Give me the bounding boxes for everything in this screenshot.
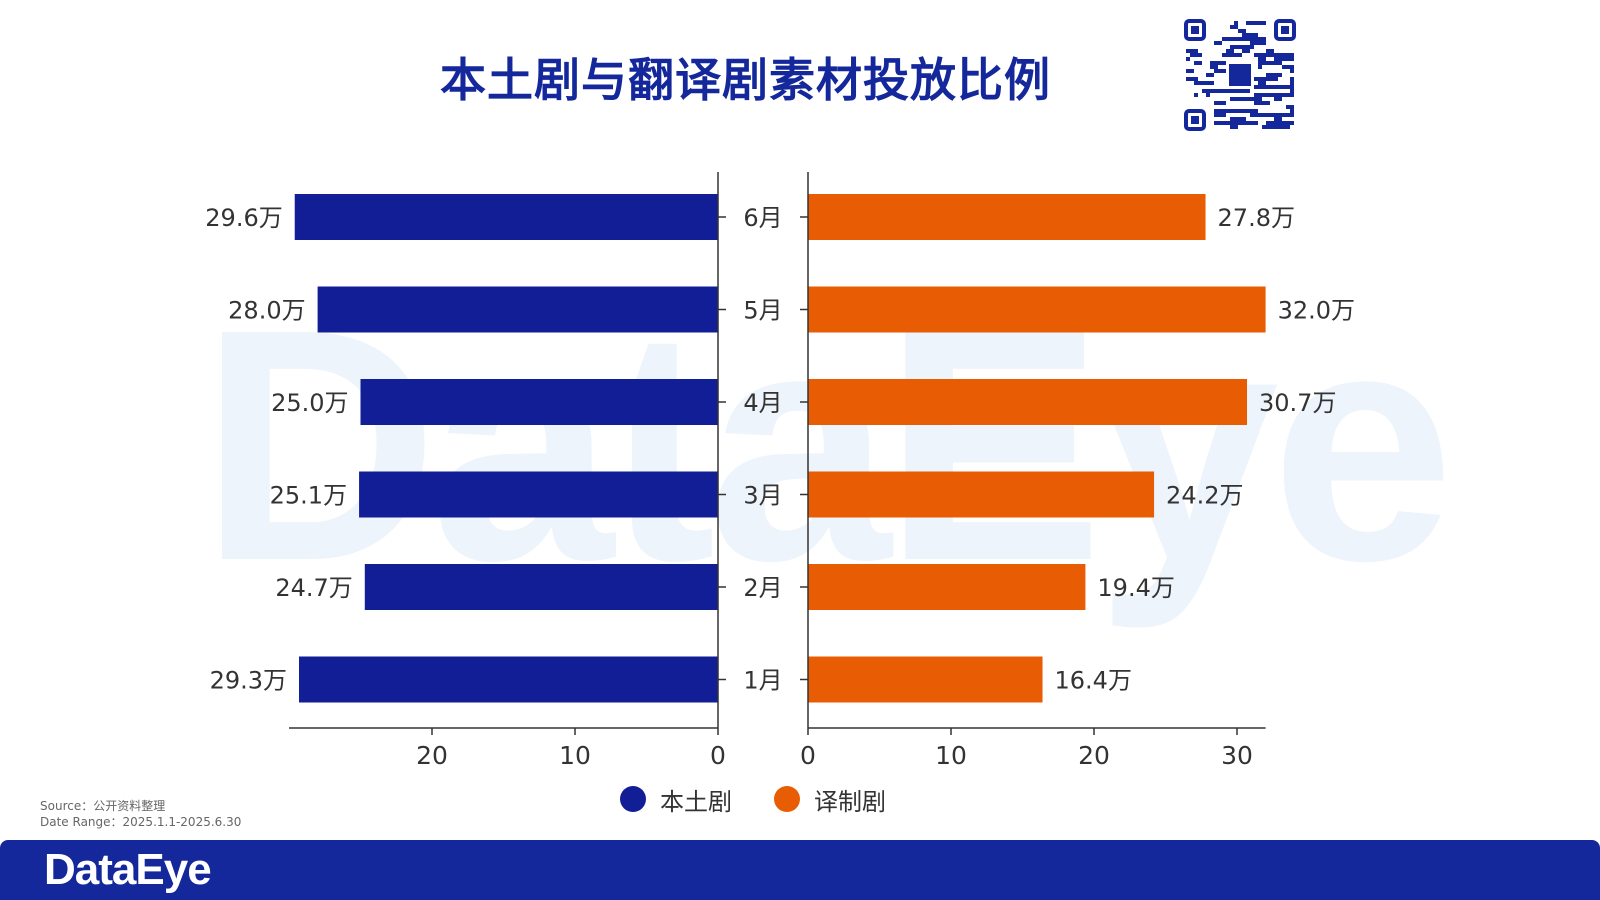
bar-label-translated: 30.7万 bbox=[1259, 389, 1336, 417]
bar-translated bbox=[808, 379, 1248, 425]
x-tick-label-right: 10 bbox=[935, 741, 967, 770]
bar-label-local: 28.0万 bbox=[228, 297, 305, 325]
page-title: 本土剧与翻译剧素材投放比例 bbox=[440, 53, 1051, 107]
bar-label-local: 29.3万 bbox=[210, 667, 287, 695]
bar-local bbox=[299, 656, 718, 703]
bar-translated bbox=[808, 564, 1086, 610]
date-range-line: Date Range：2025.1.1-2025.6.30 bbox=[40, 815, 242, 829]
brand-logo: DataEye bbox=[44, 845, 212, 894]
category-label: 6月 bbox=[743, 204, 782, 232]
bar-local bbox=[359, 471, 718, 518]
legend-label-local: 本土剧 bbox=[660, 787, 732, 816]
x-tick-label-left: 10 bbox=[559, 741, 591, 770]
category-label: 2月 bbox=[743, 574, 782, 602]
bar-local bbox=[317, 286, 718, 333]
source-line: Source：公开资料整理 bbox=[40, 799, 166, 813]
x-tick-label-left: 20 bbox=[416, 741, 448, 770]
legend-label-translated: 译制剧 bbox=[814, 787, 886, 816]
x-tick-label-right: 30 bbox=[1221, 741, 1253, 770]
bar-label-translated: 32.0万 bbox=[1278, 297, 1355, 325]
bar-label-translated: 16.4万 bbox=[1055, 667, 1132, 695]
watermark-logo: DataEye bbox=[200, 260, 1454, 629]
bar-translated bbox=[808, 471, 1155, 518]
x-tick-label-right: 20 bbox=[1078, 741, 1110, 770]
legend-item-local: 本土剧 bbox=[620, 782, 732, 817]
bar-label-local: 24.7万 bbox=[275, 574, 352, 602]
category-label: 1月 bbox=[743, 667, 782, 695]
qr-code bbox=[1182, 17, 1298, 133]
footer-bar: DataEye bbox=[0, 840, 1600, 900]
bar-translated bbox=[808, 286, 1266, 333]
bar-label-local: 25.0万 bbox=[271, 389, 348, 417]
bar-label-translated: 27.8万 bbox=[1218, 204, 1295, 232]
bar-label-local: 25.1万 bbox=[270, 482, 347, 510]
bar-local bbox=[294, 194, 718, 240]
bar-translated bbox=[808, 656, 1043, 703]
bar-label-translated: 24.2万 bbox=[1166, 482, 1243, 510]
chart-legend: 本土剧 译制剧 bbox=[620, 782, 886, 817]
bar-local bbox=[360, 379, 718, 425]
x-tick-label-right: 0 bbox=[800, 741, 816, 770]
bar-label-translated: 19.4万 bbox=[1097, 574, 1174, 602]
legend-dot-local bbox=[620, 786, 646, 812]
category-label: 3月 bbox=[743, 482, 782, 510]
bar-local bbox=[364, 564, 718, 610]
category-label: 5月 bbox=[743, 297, 782, 325]
category-label: 4月 bbox=[743, 389, 782, 417]
bar-label-local: 29.6万 bbox=[205, 204, 282, 232]
source-note: Source：公开资料整理 Date Range：2025.1.1-2025.6… bbox=[40, 798, 241, 830]
bar-translated bbox=[808, 194, 1206, 240]
legend-dot-translated bbox=[774, 786, 800, 812]
x-tick-label-left: 0 bbox=[710, 741, 726, 770]
legend-item-translated: 译制剧 bbox=[774, 782, 886, 817]
